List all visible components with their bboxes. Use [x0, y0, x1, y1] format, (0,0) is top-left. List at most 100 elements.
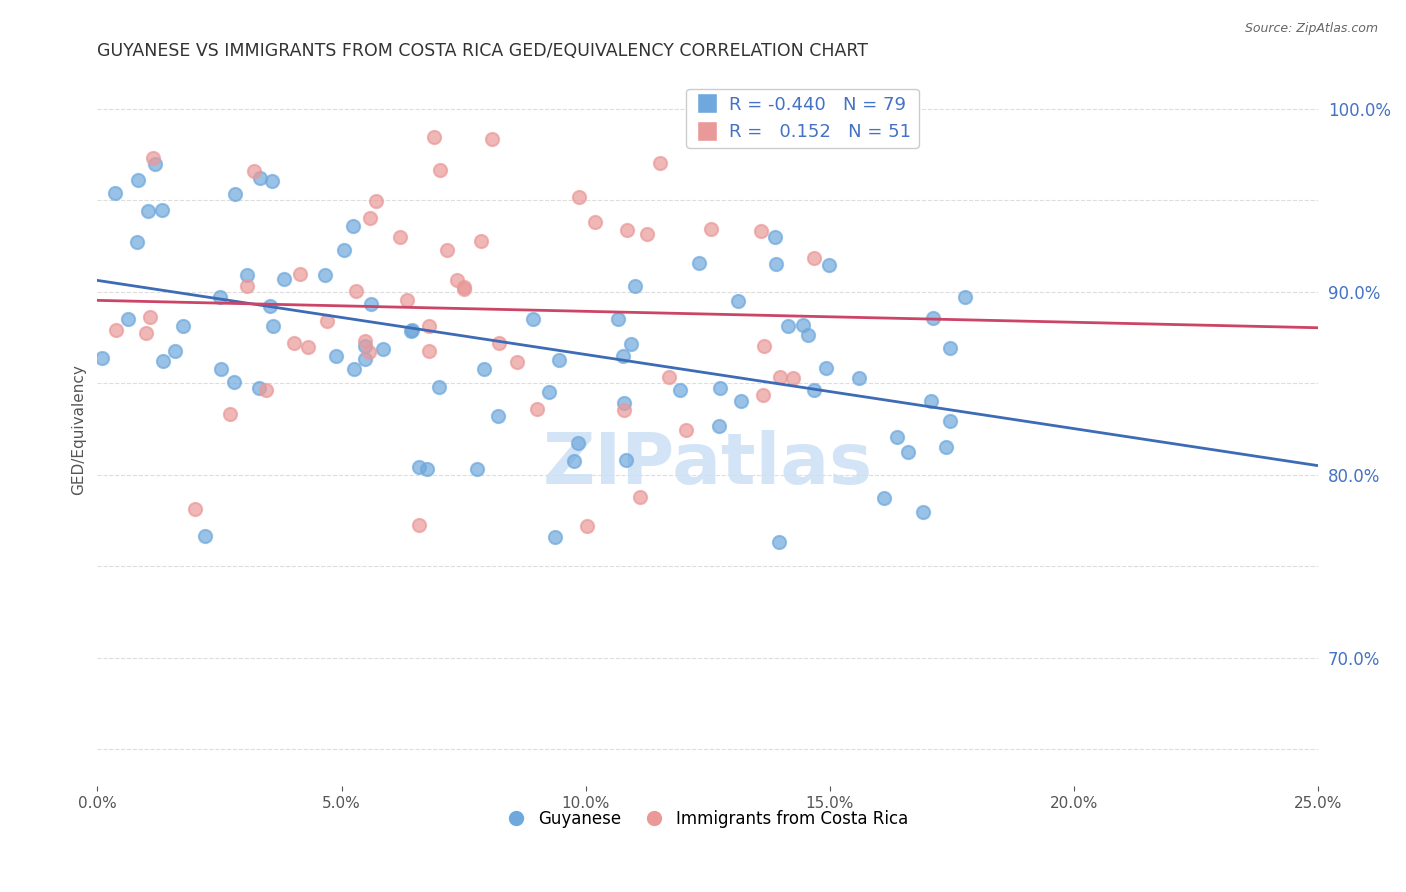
Point	[446, 273, 468, 287]
Point	[730, 394, 752, 409]
Point	[246, 0, 269, 7]
Point	[325, 349, 347, 363]
Point	[288, 267, 311, 281]
Y-axis label: GED/Equivalency: GED/Equivalency	[72, 364, 86, 494]
Point	[354, 334, 377, 348]
Point	[354, 339, 377, 353]
Point	[470, 235, 492, 249]
Point	[636, 227, 658, 241]
Point	[465, 462, 488, 476]
Point	[506, 354, 529, 368]
Point	[422, 130, 444, 145]
Point	[184, 501, 207, 516]
Point	[547, 353, 569, 368]
Point	[208, 290, 231, 304]
Point	[568, 189, 591, 203]
Point	[922, 310, 945, 325]
Point	[886, 430, 908, 444]
Point	[262, 319, 284, 334]
Point	[418, 344, 440, 359]
Point	[650, 156, 672, 170]
Point	[242, 164, 264, 178]
Point	[709, 381, 731, 395]
Point	[316, 314, 339, 328]
Point	[429, 163, 451, 178]
Point	[127, 235, 149, 249]
Point	[688, 256, 710, 270]
Point	[401, 323, 423, 337]
Point	[314, 268, 336, 282]
Point	[139, 310, 162, 325]
Point	[814, 361, 837, 376]
Point	[418, 318, 440, 333]
Text: GUYANESE VS IMMIGRANTS FROM COSTA RICA GED/EQUIVALENCY CORRELATION CHART: GUYANESE VS IMMIGRANTS FROM COSTA RICA G…	[97, 42, 869, 60]
Point	[436, 243, 458, 257]
Point	[373, 342, 395, 356]
Point	[614, 452, 637, 467]
Point	[953, 290, 976, 304]
Point	[249, 171, 271, 186]
Point	[333, 243, 356, 257]
Point	[818, 258, 841, 272]
Point	[91, 351, 114, 366]
Point	[143, 156, 166, 170]
Point	[165, 343, 187, 358]
Text: Source: ZipAtlas.com: Source: ZipAtlas.com	[1244, 22, 1378, 36]
Point	[218, 407, 240, 421]
Point	[209, 361, 232, 376]
Point	[152, 202, 174, 217]
Point	[427, 380, 450, 394]
Point	[472, 361, 495, 376]
Point	[616, 223, 638, 237]
Point	[224, 187, 246, 202]
Point	[260, 174, 283, 188]
Point	[700, 222, 723, 236]
Point	[259, 299, 281, 313]
Point	[522, 312, 544, 326]
Point	[612, 349, 634, 363]
Point	[353, 351, 375, 366]
Point	[797, 328, 820, 343]
Point	[613, 403, 636, 417]
Point	[938, 414, 960, 428]
Point	[620, 336, 643, 351]
Point	[152, 354, 174, 368]
Point	[538, 384, 561, 399]
Point	[343, 362, 366, 376]
Point	[138, 204, 160, 219]
Point	[543, 530, 565, 544]
Point	[765, 257, 787, 271]
Point	[247, 381, 270, 395]
Point	[127, 173, 149, 187]
Point	[752, 388, 775, 402]
Point	[481, 132, 503, 146]
Point	[486, 409, 509, 423]
Point	[768, 369, 790, 384]
Point	[628, 490, 651, 504]
Point	[912, 505, 935, 519]
Point	[172, 318, 194, 333]
Point	[408, 518, 430, 533]
Point	[583, 215, 606, 229]
Point	[897, 445, 920, 459]
Point	[803, 384, 825, 398]
Point	[607, 312, 630, 326]
Point	[526, 401, 548, 416]
Point	[359, 211, 381, 225]
Point	[488, 336, 510, 351]
Point	[194, 529, 217, 543]
Point	[751, 224, 773, 238]
Point	[453, 282, 475, 296]
Point	[658, 370, 681, 384]
Point	[776, 318, 799, 333]
Point	[668, 383, 690, 397]
Point	[395, 293, 418, 307]
Point	[283, 336, 305, 351]
Point	[224, 375, 246, 389]
Point	[104, 186, 127, 201]
Point	[104, 323, 127, 337]
Point	[415, 462, 437, 476]
Point	[803, 251, 825, 265]
Point	[624, 278, 647, 293]
Point	[388, 229, 411, 244]
